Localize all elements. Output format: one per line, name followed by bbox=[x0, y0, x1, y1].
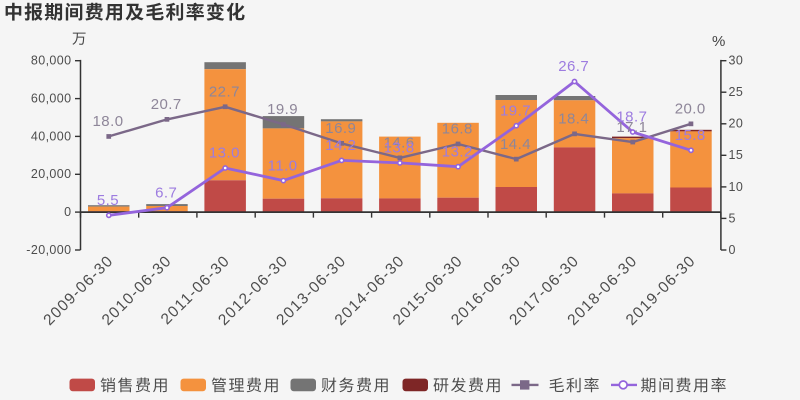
svg-text:19.9: 19.9 bbox=[267, 101, 298, 118]
svg-text:19.7: 19.7 bbox=[500, 102, 531, 119]
svg-text:18.0: 18.0 bbox=[93, 113, 124, 130]
svg-text:14.2: 14.2 bbox=[325, 137, 356, 154]
svg-text:20: 20 bbox=[729, 117, 744, 131]
svg-text:%: % bbox=[712, 33, 725, 50]
svg-text:11.0: 11.0 bbox=[268, 157, 298, 174]
svg-text:60,000: 60,000 bbox=[31, 92, 72, 106]
svg-text:18.7: 18.7 bbox=[616, 109, 647, 126]
svg-text:0: 0 bbox=[64, 205, 71, 219]
svg-text:5: 5 bbox=[729, 211, 736, 225]
svg-text:14.6: 14.6 bbox=[384, 135, 415, 152]
svg-text:17.1: 17.1 bbox=[616, 119, 647, 136]
svg-text:20,000: 20,000 bbox=[31, 167, 72, 181]
svg-text:14.4: 14.4 bbox=[500, 136, 531, 153]
svg-text:80,000: 80,000 bbox=[31, 54, 72, 68]
svg-text:18.4: 18.4 bbox=[558, 111, 589, 128]
svg-text:13.2: 13.2 bbox=[442, 143, 473, 160]
svg-text:20.7: 20.7 bbox=[151, 96, 182, 113]
svg-text:15: 15 bbox=[729, 148, 744, 162]
svg-text:40,000: 40,000 bbox=[31, 129, 72, 143]
svg-text:0: 0 bbox=[729, 243, 736, 257]
svg-text:20.0: 20.0 bbox=[675, 101, 706, 118]
svg-text:25: 25 bbox=[729, 85, 744, 99]
svg-text:22.7: 22.7 bbox=[209, 84, 240, 101]
svg-text:6.7: 6.7 bbox=[155, 184, 177, 201]
svg-text:26.7: 26.7 bbox=[558, 58, 589, 75]
svg-text:-20,000: -20,000 bbox=[26, 243, 71, 257]
svg-text:5.5: 5.5 bbox=[97, 192, 119, 209]
svg-text:15.8: 15.8 bbox=[675, 127, 706, 144]
svg-text:10: 10 bbox=[729, 180, 744, 194]
svg-text:13.0: 13.0 bbox=[209, 145, 240, 162]
svg-text:16.8: 16.8 bbox=[442, 121, 473, 138]
svg-text:30: 30 bbox=[729, 54, 744, 68]
svg-text:13.8: 13.8 bbox=[384, 140, 415, 157]
svg-text:16.9: 16.9 bbox=[325, 120, 356, 137]
